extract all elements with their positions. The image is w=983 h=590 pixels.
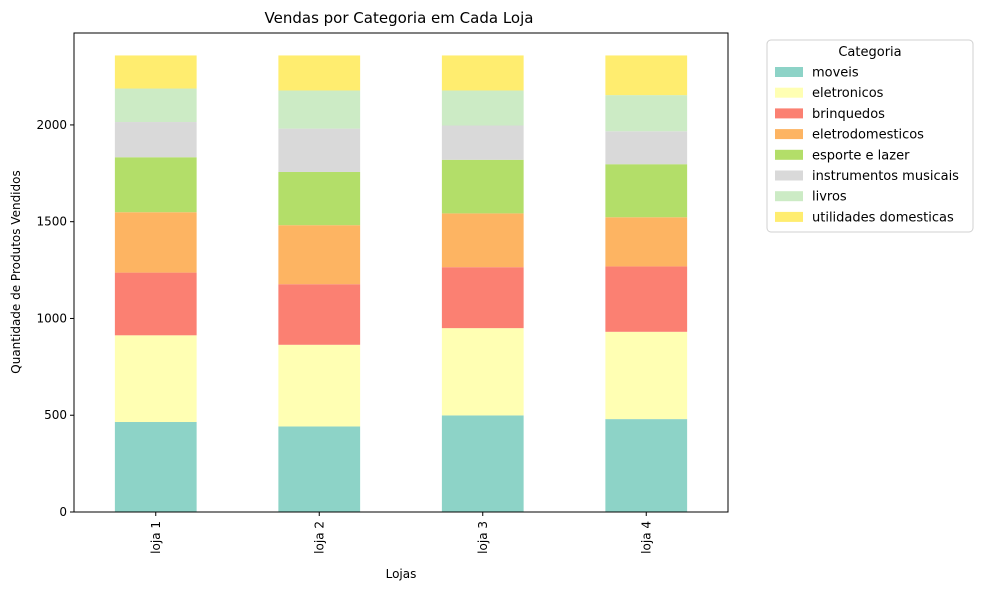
bar-segment xyxy=(114,122,197,158)
x-axis: loja 1 loja 2 loja 3 loja 4 xyxy=(149,512,653,554)
x-tick-label: loja 3 xyxy=(476,521,490,554)
legend-label: eletrodomesticos xyxy=(812,128,924,143)
bar-segment xyxy=(441,55,524,91)
chart-title: Vendas por Categoria em Cada Loja xyxy=(265,9,534,27)
legend-swatch xyxy=(775,149,803,160)
bar-segment xyxy=(605,131,688,165)
bar-segment xyxy=(278,426,361,512)
bar-segment xyxy=(114,157,197,213)
legend-label: brinquedos xyxy=(812,107,885,122)
legend-swatch xyxy=(775,170,803,181)
bar-segment xyxy=(278,171,361,226)
bar-segment xyxy=(605,55,688,96)
bar-segment xyxy=(441,159,524,214)
y-tick-label: 500 xyxy=(44,408,67,422)
legend-frame xyxy=(766,39,974,233)
bar-segment xyxy=(605,331,688,420)
bar-segment xyxy=(441,328,524,416)
bar-segment xyxy=(441,267,524,329)
bar-segment xyxy=(441,213,524,268)
bar-segment xyxy=(114,55,197,89)
y-tick-label: 1500 xyxy=(36,215,67,229)
legend-label: instrumentos musicais xyxy=(812,169,959,184)
legend-label: moveis xyxy=(812,66,859,81)
legend-label: eletronicos xyxy=(812,86,884,101)
y-tick-label: 1000 xyxy=(36,311,67,325)
x-tick-label: loja 4 xyxy=(639,521,653,554)
bar-segment xyxy=(278,90,361,129)
bar-segment xyxy=(441,90,524,126)
bar-segment xyxy=(278,284,361,345)
x-tick-label: loja 2 xyxy=(312,521,326,554)
y-axis: 0 500 1000 1500 2000 xyxy=(36,118,74,519)
bar-segment xyxy=(441,415,524,512)
legend-label: livros xyxy=(812,190,847,205)
legend-swatch xyxy=(775,108,803,119)
bar-segment xyxy=(605,164,688,218)
bar-segment xyxy=(278,55,361,91)
legend-title: Categoria xyxy=(838,45,901,60)
y-tick-label: 0 xyxy=(59,505,67,519)
bar-segment xyxy=(278,128,361,172)
y-axis-label: Quantidade de Produtos Vendidos xyxy=(9,170,23,373)
bar-segment xyxy=(605,217,688,267)
legend-swatch xyxy=(775,87,803,98)
bar-segment xyxy=(441,125,524,160)
legend-label: utilidades domesticas xyxy=(812,210,954,225)
x-axis-label: Lojas xyxy=(386,567,417,581)
x-tick-label: loja 1 xyxy=(149,521,163,554)
bar-segment xyxy=(114,272,197,336)
legend-swatch xyxy=(775,67,803,77)
bar-segment xyxy=(114,88,197,123)
legend-label: esporte e lazer xyxy=(812,148,910,163)
bar-segment xyxy=(278,344,361,427)
y-tick-label: 2000 xyxy=(36,118,67,132)
legend-swatch xyxy=(775,211,803,222)
bar-segment xyxy=(114,422,197,512)
bar-segment xyxy=(605,419,688,512)
bar-segment xyxy=(114,212,197,273)
bar-segment xyxy=(605,95,688,132)
legend-swatch xyxy=(775,191,803,202)
legend-swatch xyxy=(775,129,803,140)
bar-segment xyxy=(605,266,688,332)
bar-segment xyxy=(278,225,361,285)
legend: Categoria moveis eletronicos brinquedos ele… xyxy=(766,39,974,233)
plot-frame xyxy=(73,32,729,513)
bars-group xyxy=(114,55,688,512)
bar-segment xyxy=(114,335,197,422)
